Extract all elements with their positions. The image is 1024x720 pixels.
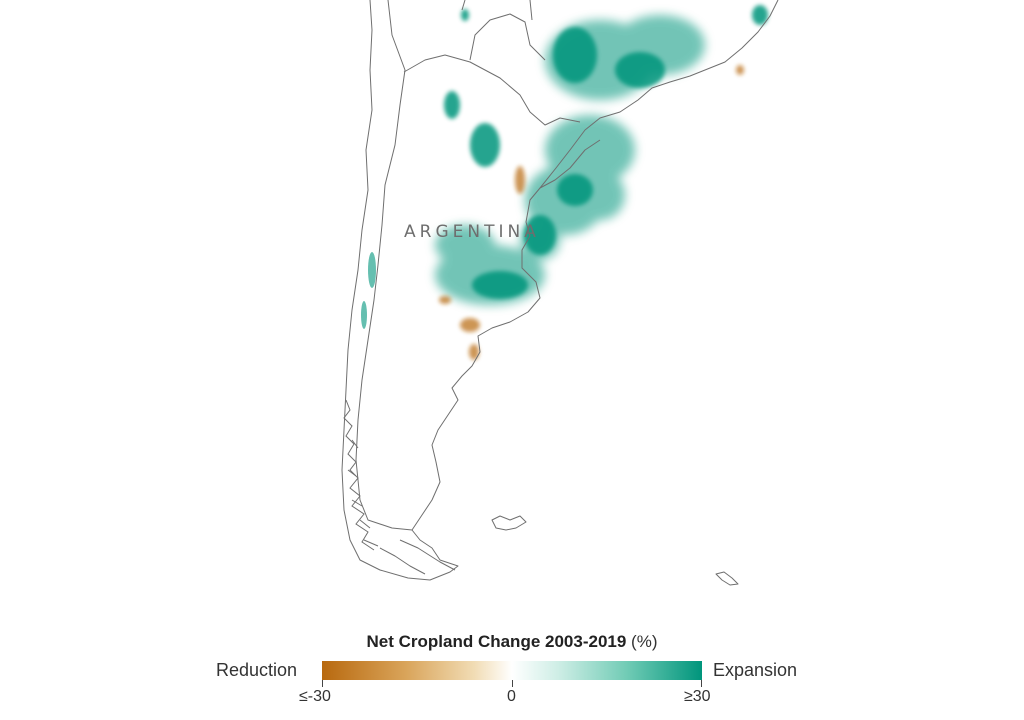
legend-left-label: Reduction <box>216 660 298 680</box>
cropland-change-map <box>341 0 779 586</box>
legend-right-label: Expansion <box>713 660 798 680</box>
expansion-areas <box>361 5 768 329</box>
legend-colorbar <box>322 661 702 680</box>
chile-fjords <box>343 399 379 551</box>
legend-tick-label-min: ≤-30 <box>299 688 331 705</box>
reduction-areas <box>439 65 744 360</box>
legend-unit: (%) <box>631 632 658 651</box>
country-borders <box>341 0 779 586</box>
legend-tick-max <box>701 680 702 687</box>
legend-tick-zero <box>512 680 513 687</box>
legend-tick-label-zero: 0 <box>507 688 516 705</box>
country-label: ARGENTINA <box>404 222 540 242</box>
legend-title-text: Net Cropland Change 2003-2019 <box>366 632 627 651</box>
legend-title: Net Cropland Change 2003-2019 (%) <box>0 632 1024 652</box>
legend-tick-min <box>322 680 323 687</box>
legend: Net Cropland Change 2003-2019 (%) Reduct… <box>0 628 1024 720</box>
legend-tick-label-max: ≥30 <box>684 688 711 705</box>
